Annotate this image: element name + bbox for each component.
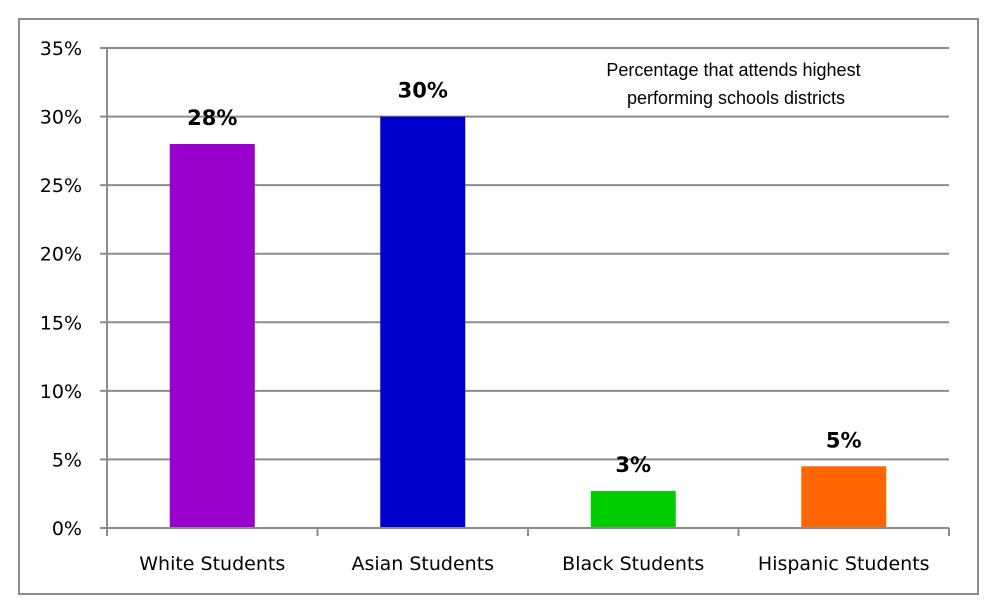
y-tick-label: 30% [40,107,82,129]
x-category-label: Hispanic Students [758,553,930,575]
chart-title: Percentage that attends highest performi… [606,60,865,108]
y-tick-label: 20% [40,244,82,266]
bar-hispanic-students [801,466,887,528]
chart-title-line-2: performing schools districts [627,88,845,108]
data-label: 30% [398,79,448,103]
data-label: 28% [187,106,237,130]
data-label: 3% [615,453,651,477]
bar-asian-students [380,116,466,529]
bar-black-students [590,490,676,528]
y-tick-label: 0% [52,518,82,540]
x-category-label: White Students [139,553,285,575]
y-tick-label: 35% [40,38,82,60]
bar-white-students [169,144,255,528]
chart-title-line-1: Percentage that attends highest [606,60,860,80]
data-label: 5% [826,428,862,452]
y-tick-label: 25% [40,175,82,197]
x-category-label: Black Students [562,553,704,575]
y-tick-label: 15% [40,312,82,334]
x-category-label: Asian Students [351,553,494,575]
y-tick-label: 5% [52,449,82,471]
y-tick-label: 10% [40,381,82,403]
